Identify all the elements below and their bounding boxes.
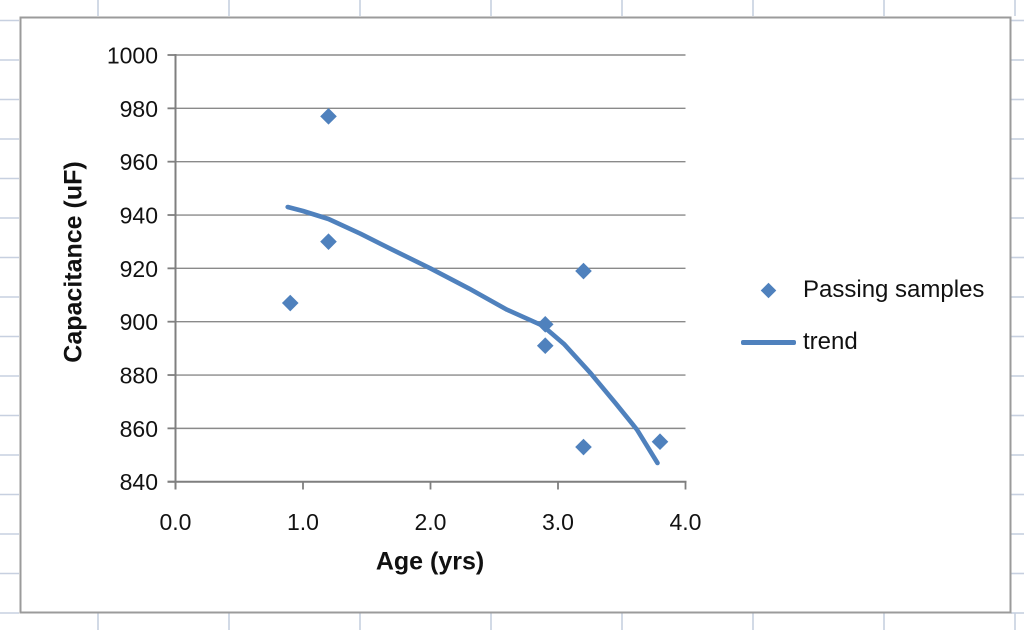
- legend-entry-passing-samples[interactable]: Passing samples: [740, 264, 984, 316]
- y-tick-labels: 1000 980 960 940 920 900 880 860 840: [107, 43, 158, 496]
- y-tick-label: 960: [120, 149, 158, 175]
- x-tick-label: 0.0: [160, 509, 192, 535]
- legend-marker-box: [740, 282, 797, 298]
- data-point-marker[interactable]: [536, 316, 554, 333]
- y-tick-label: 980: [120, 96, 158, 122]
- data-point-marker[interactable]: [320, 233, 337, 250]
- data-point-marker[interactable]: [575, 262, 592, 280]
- data-point-marker[interactable]: [536, 337, 554, 354]
- y-tick-label: 860: [120, 416, 158, 442]
- legend-label: Passing samples: [803, 276, 985, 303]
- x-tick-label: 3.0: [542, 509, 574, 535]
- line-marker-icon: [741, 339, 796, 345]
- y-tick-label: 880: [120, 363, 158, 389]
- trend-line[interactable]: [285, 204, 660, 466]
- legend-marker-box: [740, 339, 797, 345]
- x-tick-labels: 0.0 1.0 2.0 3.0 4.0: [160, 509, 702, 535]
- x-tick-label: 1.0: [287, 509, 319, 535]
- x-tick-label: 4.0: [670, 509, 702, 535]
- series-passing-samples: [281, 108, 669, 456]
- chart-legend: Passing samples trend: [740, 264, 984, 368]
- y-tick-label: 1000: [107, 43, 158, 69]
- x-tick-label: 2.0: [415, 509, 447, 535]
- x-axis-title: Age (yrs): [375, 547, 485, 576]
- chart-border: [19, 16, 1012, 614]
- data-point-marker[interactable]: [281, 294, 299, 312]
- data-point-marker[interactable]: [575, 438, 592, 456]
- diamond-marker-icon: [760, 282, 777, 298]
- y-tick-label: 840: [120, 469, 158, 495]
- y-tick-label: 920: [120, 256, 158, 282]
- data-point-marker[interactable]: [320, 108, 337, 125]
- legend-entry-trend[interactable]: trend: [740, 316, 984, 368]
- y-tick-label: 900: [120, 309, 158, 335]
- y-tick-label: 940: [120, 203, 158, 229]
- legend-label: trend: [803, 328, 858, 355]
- data-point-marker[interactable]: [651, 433, 669, 450]
- axes: [167, 54, 687, 490]
- y-axis-title: Capacitance (uF): [59, 161, 88, 363]
